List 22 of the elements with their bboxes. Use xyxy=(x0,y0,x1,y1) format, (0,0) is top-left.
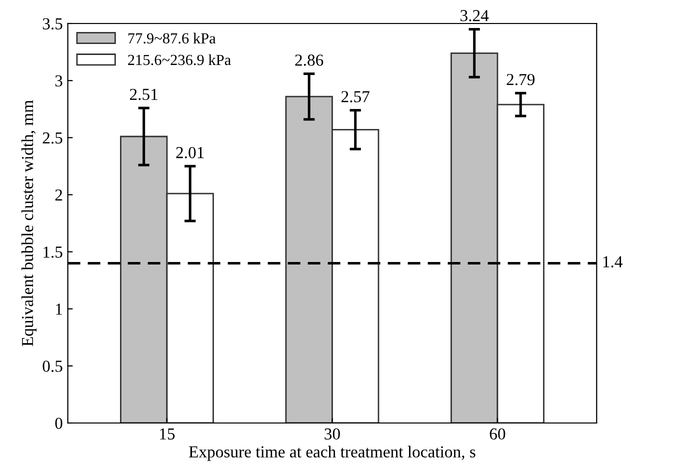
data-label: 2.57 xyxy=(342,91,370,102)
x-axis-title: Exposure time at each treatment location, s xyxy=(189,446,476,461)
data-label: 3.24 xyxy=(460,10,489,22)
data-label: 2.01 xyxy=(176,146,204,158)
legend-label: 77.9~87.6 kPa xyxy=(128,32,216,44)
data-label: 2.51 xyxy=(130,88,158,100)
x-tick-label: 60 xyxy=(490,428,506,440)
data-label: 2.79 xyxy=(506,74,535,86)
ref-line-label: 1.4 xyxy=(603,256,622,268)
y-tick-label: 2 xyxy=(55,189,62,200)
data-label: 2.86 xyxy=(295,54,324,66)
x-tick-label: 30 xyxy=(324,428,340,440)
y-tick-label: 1.5 xyxy=(44,246,62,258)
x-tick-label: 15 xyxy=(160,428,175,440)
y-tick-label: 1 xyxy=(56,304,62,315)
y-tick-label: 3.5 xyxy=(42,18,62,30)
y-tick-label: 3 xyxy=(55,75,62,87)
y-tick-label: 2.5 xyxy=(42,132,62,144)
y-tick-label: 0.5 xyxy=(42,360,62,372)
legend-label: 215.6~236.9 kPa xyxy=(128,54,231,66)
y-axis-title: Equivalent bubble cluster width, mm xyxy=(21,100,37,346)
y-tick-label: 0 xyxy=(55,418,62,429)
